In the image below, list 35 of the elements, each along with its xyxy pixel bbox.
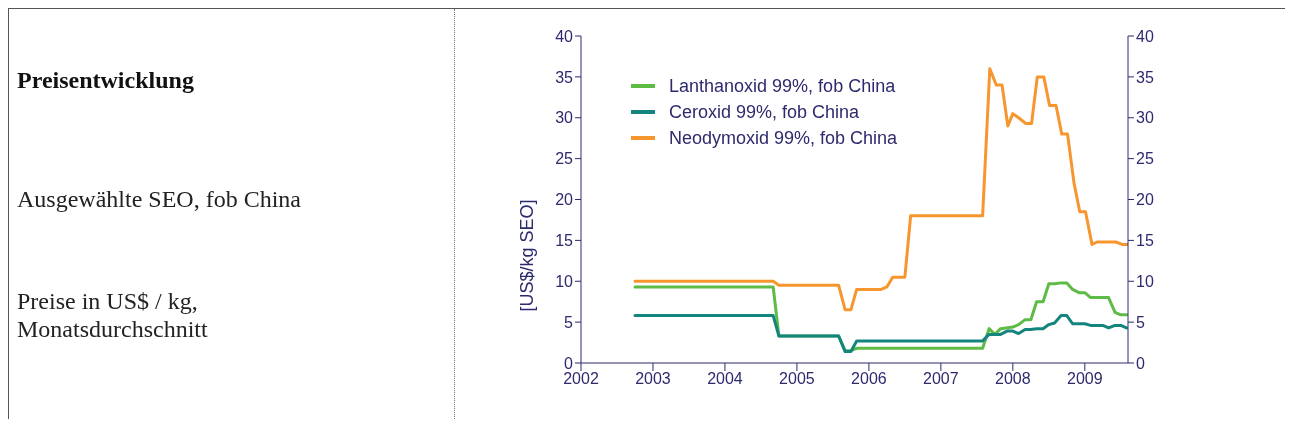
- y-axis-title: [US$/kg SEO]: [517, 199, 538, 312]
- legend-label: Lanthanoxid 99%, fob China: [669, 75, 896, 97]
- y2-tick-label: 20: [1136, 191, 1154, 209]
- y-tick-label: 30: [555, 109, 574, 127]
- y2-tick-label: 15: [1136, 232, 1154, 250]
- line-series: [633, 314, 1128, 354]
- text: Preise in US$ / kg, Monatsdurchschnitt: [17, 287, 209, 343]
- x-tick-label: 2003: [635, 370, 671, 388]
- y-tick-label: 35: [555, 68, 574, 86]
- y2-tick-label: 0: [1136, 354, 1145, 372]
- y-tick-label: 0: [564, 354, 574, 372]
- y2-tick-label: 10: [1136, 272, 1154, 290]
- x-tick-label: 2004: [707, 370, 743, 388]
- x-tick-label: 2005: [779, 370, 815, 388]
- y-tick-label: 20: [555, 191, 574, 209]
- x-tick-label: 2006: [851, 370, 887, 388]
- y2-tick-label: 30: [1136, 109, 1154, 127]
- x-tick-label: 2008: [995, 370, 1031, 388]
- legend-label: Ceroxid 99%, fob China: [669, 101, 860, 123]
- y-tick-label: 15: [555, 232, 574, 250]
- y-tick-label: 25: [555, 150, 574, 168]
- legend-label: Neodymoxid 99%, fob China: [669, 127, 898, 149]
- y2-tick-label: 40: [1136, 27, 1154, 45]
- y-tick-label: 40: [555, 27, 574, 45]
- x-tick-label: 2009: [1067, 370, 1103, 388]
- x-tick-label: 2002: [563, 370, 599, 388]
- x-tick-label: 2007: [923, 370, 959, 388]
- y2-tick-label: 5: [1136, 313, 1145, 331]
- y-tick-label: 10: [555, 272, 574, 290]
- text: Preisentwicklung: [17, 67, 195, 94]
- line-series: [633, 67, 1128, 312]
- y-tick-label: 5: [564, 313, 574, 331]
- y2-tick-label: 35: [1136, 68, 1154, 86]
- y2-tick-label: 25: [1136, 150, 1154, 168]
- text: Ausgewählte SEO, fob China: [17, 186, 302, 213]
